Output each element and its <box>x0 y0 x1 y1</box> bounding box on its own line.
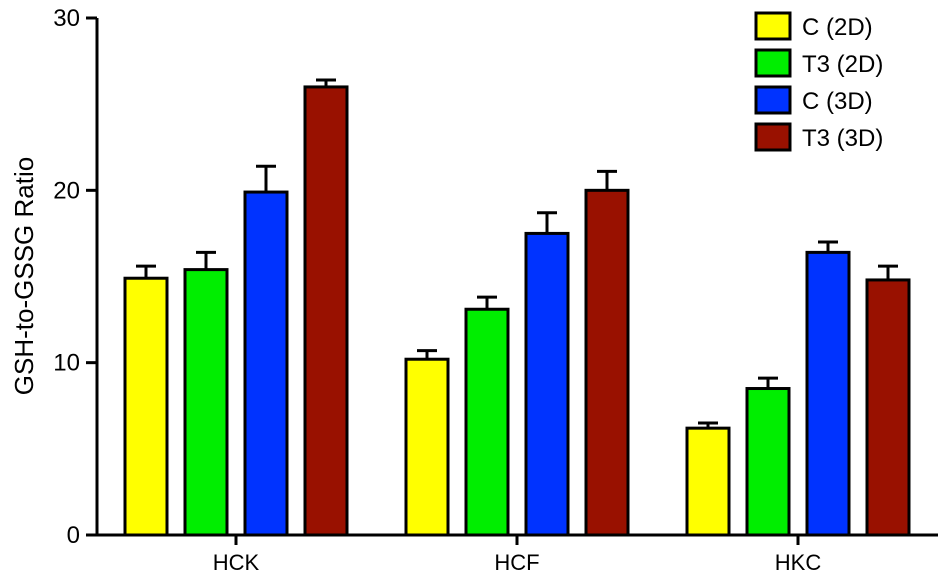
axes: GSH-to-GSSG Ratio 0 10 20 30 HCK HCF HKC <box>9 5 938 575</box>
y-tick-label: 10 <box>53 350 80 377</box>
bar <box>464 307 510 537</box>
legend-swatch <box>754 11 792 41</box>
bar <box>805 250 851 537</box>
x-tick-label: HKC <box>775 550 822 575</box>
bar <box>123 276 169 537</box>
x-tick-label: HCK <box>213 550 260 575</box>
x-tick-label: HCF <box>494 550 539 575</box>
bar <box>745 387 791 537</box>
bar <box>685 426 731 537</box>
legend-label: C (2D) <box>802 14 873 41</box>
legend: C (2D) T3 (2D) C (3D) T3 (3D) <box>754 11 883 152</box>
legend-label: C (3D) <box>802 88 873 115</box>
bar <box>524 231 570 537</box>
legend-label: T3 (3D) <box>802 125 883 152</box>
y-axis-title: GSH-to-GSSG Ratio <box>9 157 39 395</box>
bar <box>183 268 229 537</box>
y-tick-label: 30 <box>53 5 80 32</box>
legend-swatch <box>754 85 792 115</box>
legend-swatch <box>754 48 792 78</box>
legend-swatch <box>754 122 792 152</box>
bar <box>584 188 630 537</box>
bar <box>404 357 450 537</box>
bar <box>243 190 289 537</box>
y-tick-label: 20 <box>53 177 80 204</box>
bar <box>303 85 349 537</box>
legend-label: T3 (2D) <box>802 51 883 78</box>
y-tick-label: 0 <box>67 522 80 549</box>
bar <box>865 278 911 537</box>
